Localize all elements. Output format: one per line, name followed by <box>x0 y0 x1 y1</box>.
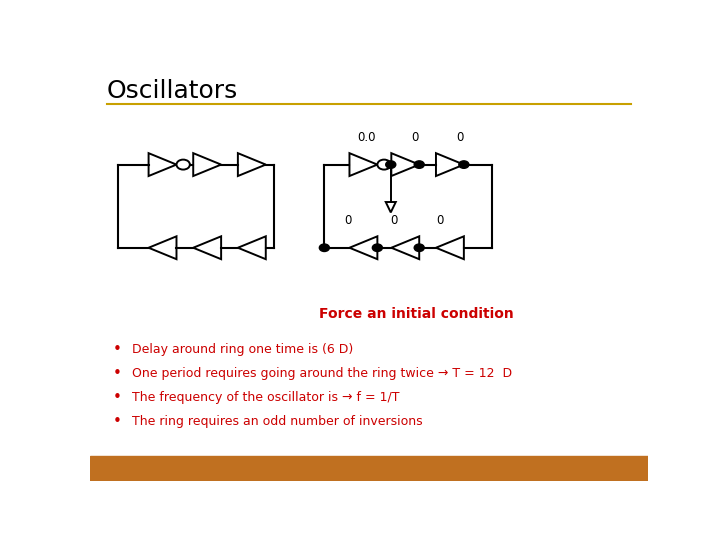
Circle shape <box>414 161 424 168</box>
Circle shape <box>372 244 382 252</box>
Text: Force an initial condition: Force an initial condition <box>319 307 514 321</box>
Circle shape <box>386 161 396 168</box>
Text: •: • <box>112 415 121 429</box>
Circle shape <box>414 244 424 252</box>
Text: Oscillators: Oscillators <box>107 79 238 103</box>
Text: 0: 0 <box>345 214 352 227</box>
Text: 0: 0 <box>437 214 444 227</box>
Text: •: • <box>112 366 121 381</box>
Text: •: • <box>112 390 121 406</box>
Text: The frequency of the oscillator is → f = 1/T: The frequency of the oscillator is → f =… <box>132 392 400 404</box>
Text: 0.0: 0.0 <box>357 131 375 144</box>
Polygon shape <box>386 202 396 212</box>
Text: 0: 0 <box>456 131 464 144</box>
Text: •: • <box>112 342 121 357</box>
Bar <box>90 456 648 481</box>
Text: Delay around ring one time is (6 D): Delay around ring one time is (6 D) <box>132 343 353 356</box>
Text: The ring requires an odd number of inversions: The ring requires an odd number of inver… <box>132 415 423 428</box>
Circle shape <box>320 244 329 252</box>
Text: One period requires going around the ring twice → T = 12  D: One period requires going around the rin… <box>132 367 512 380</box>
Text: 0: 0 <box>412 131 419 144</box>
Text: 0: 0 <box>390 214 397 227</box>
Circle shape <box>459 161 469 168</box>
